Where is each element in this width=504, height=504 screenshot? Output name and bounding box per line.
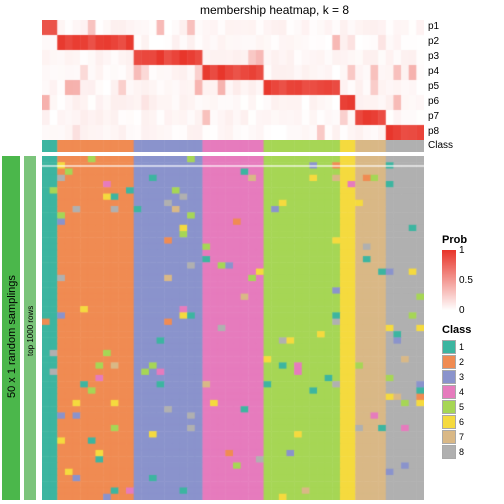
legend-item-class-5: 5	[442, 400, 464, 414]
row-label-p2: p2	[428, 36, 439, 47]
legend-item-class-8: 8	[442, 445, 464, 459]
legend-item-class-1: 1	[442, 340, 464, 354]
row-label-p1: p1	[428, 21, 439, 32]
prob-tick: 1	[459, 245, 465, 256]
main-heatmap	[42, 156, 424, 500]
prob-tick: 0	[459, 305, 465, 316]
legend-label: 2	[459, 357, 464, 367]
class-legend-title: Class	[442, 324, 471, 336]
legend-label: 5	[459, 402, 464, 412]
chart-title: membership heatmap, k = 8	[200, 3, 349, 17]
legend-item-class-4: 4	[442, 385, 464, 399]
row-label-p5: p5	[428, 81, 439, 92]
legend-swatch	[442, 370, 456, 384]
legend-label: 3	[459, 372, 464, 382]
legend-swatch	[442, 430, 456, 444]
ylabel-samplings: 50 x 1 random samplings	[6, 275, 18, 398]
legend-label: 6	[459, 417, 464, 427]
legend-item-class-7: 7	[442, 430, 464, 444]
class-annotation-row	[42, 140, 424, 152]
legend-swatch	[442, 400, 456, 414]
legend-label: 8	[459, 447, 464, 457]
legend-swatch	[442, 385, 456, 399]
row-label-class: Class	[428, 140, 453, 151]
legend-swatch	[442, 445, 456, 459]
legend-swatch	[442, 415, 456, 429]
legend-item-class-2: 2	[442, 355, 464, 369]
legend-swatch	[442, 340, 456, 354]
ylabel-top1000: top 1000 rows	[26, 306, 35, 356]
legend-swatch	[442, 355, 456, 369]
legend-label: 1	[459, 342, 464, 352]
legend-label: 4	[459, 387, 464, 397]
row-label-p4: p4	[428, 66, 439, 77]
legend-label: 7	[459, 432, 464, 442]
row-label-p3: p3	[428, 51, 439, 62]
prob-legend-gradient	[442, 250, 456, 310]
prob-tick: 0.5	[459, 275, 473, 286]
legend-item-class-6: 6	[442, 415, 464, 429]
row-label-p7: p7	[428, 111, 439, 122]
row-label-p8: p8	[428, 126, 439, 137]
probability-heatmap	[42, 20, 424, 140]
legend-item-class-3: 3	[442, 370, 464, 384]
row-label-p6: p6	[428, 96, 439, 107]
